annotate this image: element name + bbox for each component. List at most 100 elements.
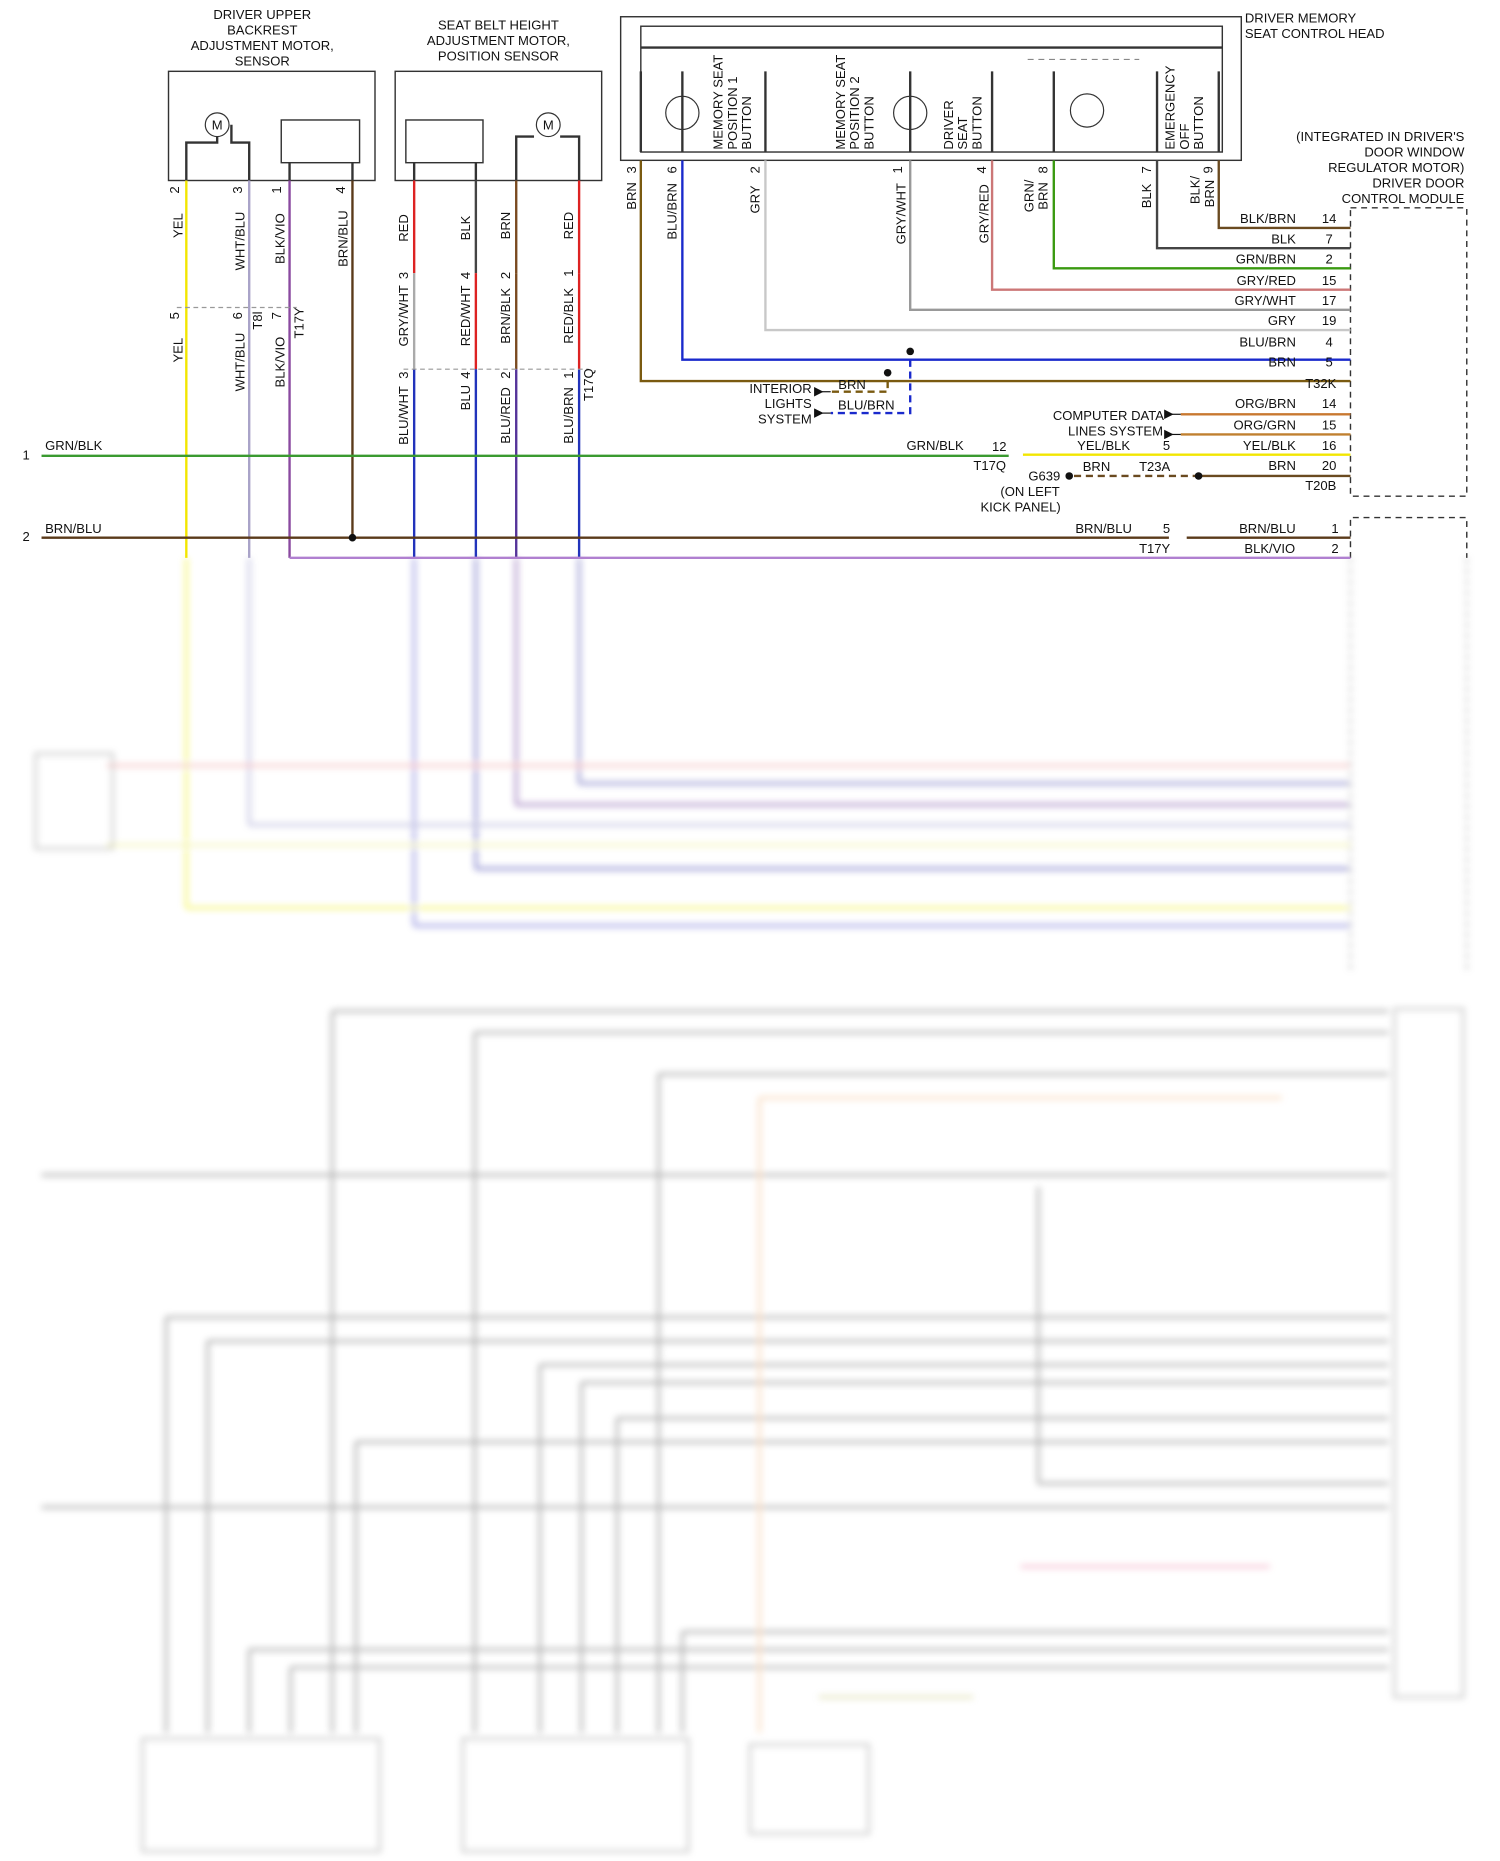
dashed-wire [830, 381, 889, 393]
label: DRIVER DOOR [1372, 176, 1464, 191]
backrest-motor-box [167, 70, 376, 182]
label: BRN [1202, 180, 1217, 208]
label: 6 [230, 312, 245, 319]
label: MEMORY SEAT [711, 55, 726, 150]
label: 1 [561, 269, 576, 276]
label: DOOR WINDOW [1364, 145, 1465, 160]
label: 2 [22, 529, 29, 544]
wire [560, 135, 581, 181]
label: 3 [396, 371, 411, 378]
wire [990, 160, 1351, 291]
label: BRN/BLU [336, 210, 351, 267]
label: GRY [1268, 313, 1296, 328]
label: BRN [838, 377, 866, 392]
label: 1 [1331, 521, 1338, 536]
label: BLK [1271, 231, 1296, 246]
label: 12 [992, 439, 1007, 454]
wire [230, 124, 251, 181]
motor-letter: M [543, 117, 554, 132]
label: GRN/BRN [1236, 251, 1296, 266]
label: ORG/BRN [1235, 396, 1296, 411]
label: SEAT [955, 117, 970, 150]
label: MEMORY SEAT [833, 55, 848, 150]
label: 15 [1322, 418, 1337, 433]
label: DRIVER UPPER [213, 7, 311, 22]
label: INTERIOR [749, 381, 811, 396]
label: BRN [1036, 182, 1051, 210]
label: 14 [1322, 211, 1337, 226]
label: GRY/WHT [396, 285, 411, 346]
label: WHT/BLU [232, 212, 247, 271]
label: 4 [1325, 335, 1332, 350]
label: SEAT CONTROL HEAD [1245, 26, 1385, 41]
label: ORG/GRN [1234, 418, 1296, 433]
label: 4 [974, 166, 989, 173]
wire [515, 135, 535, 181]
label: YEL [171, 213, 186, 238]
label: 5 [1163, 438, 1170, 453]
label: 5 [167, 312, 182, 319]
belt-motor-box [394, 70, 603, 182]
label: POSITION SENSOR [438, 49, 559, 64]
label: 3 [624, 166, 639, 173]
label: BLU/BRN [838, 397, 895, 412]
label: 1 [890, 166, 905, 173]
blurred-component [748, 1743, 870, 1835]
label: 7 [1325, 231, 1332, 246]
label: RED/BLK [561, 288, 576, 344]
label: BUTTON [1191, 96, 1206, 149]
label: WHT/BLU [232, 333, 247, 392]
blurred-component [141, 1737, 381, 1853]
label: BRN/BLU [1239, 521, 1296, 536]
blurred-component [461, 1737, 690, 1853]
label: YEL [171, 338, 186, 363]
motor-letter: M [212, 117, 223, 132]
label: 17 [1322, 293, 1337, 308]
label: 1 [269, 186, 284, 193]
label: T8l [250, 311, 265, 329]
label: GRY [747, 185, 762, 213]
label: 15 [1322, 273, 1337, 288]
dashed-wire [830, 359, 912, 415]
junction [883, 368, 892, 377]
label: SEAT BELT HEIGHT [438, 18, 559, 33]
label: 4 [333, 186, 348, 193]
label: T17Y [292, 307, 307, 338]
blurred-region [34, 557, 1468, 1853]
label: RED [396, 214, 411, 242]
label: GRN/BLK [45, 438, 103, 453]
label: (ON LEFT [1000, 484, 1059, 499]
label: ADJUSTMENT MOTOR, [427, 33, 570, 48]
label: T17Q [973, 458, 1006, 473]
label: KICK PANEL) [980, 499, 1060, 514]
label: BUTTON [861, 96, 876, 149]
label: T17Y [1139, 541, 1170, 556]
label: 1 [561, 371, 576, 378]
label: (INTEGRATED IN DRIVER'S [1296, 129, 1465, 144]
label: LINES SYSTEM [1068, 424, 1163, 439]
wire [909, 160, 1351, 312]
label: BUTTON [739, 96, 754, 149]
label: DRIVER MEMORY [1245, 11, 1357, 26]
wire [1217, 160, 1351, 230]
label: 2 [498, 272, 513, 279]
junction [348, 533, 357, 542]
junction [1194, 472, 1203, 480]
label: BRN [498, 212, 513, 240]
label: 4 [458, 371, 473, 378]
label: BLU/BRN [1239, 335, 1296, 350]
label: BLU/BRN [561, 387, 576, 444]
label: BLK/BRN [1240, 211, 1296, 226]
label: 2 [498, 371, 513, 378]
label: 2 [1325, 251, 1332, 266]
label: BLK [458, 215, 473, 240]
label: BLK/VIO [1244, 541, 1295, 556]
label: LIGHTS [765, 396, 812, 411]
label: 6 [664, 166, 679, 173]
blurred-component [1393, 1007, 1465, 1699]
label: 2 [167, 186, 182, 193]
label: BRN [1268, 355, 1296, 370]
label: BLU [458, 385, 473, 410]
door-module-box [1349, 207, 1468, 497]
